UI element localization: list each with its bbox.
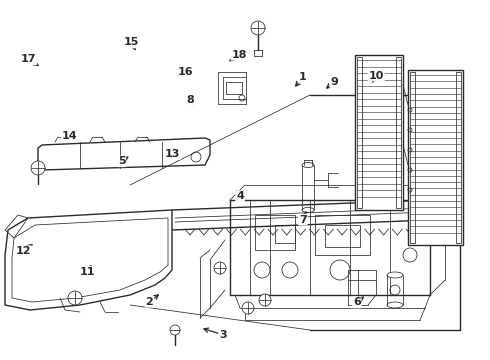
Circle shape (214, 262, 226, 274)
Bar (396, 57, 401, 208)
Text: 14: 14 (62, 131, 77, 141)
Circle shape (251, 21, 265, 35)
Circle shape (31, 161, 45, 175)
Bar (226, 82, 242, 94)
Polygon shape (38, 138, 210, 170)
Circle shape (170, 325, 180, 335)
Bar (408, 70, 463, 245)
Bar (410, 72, 415, 243)
Text: 7: 7 (299, 215, 307, 225)
Text: 1: 1 (299, 72, 307, 82)
Text: 11: 11 (79, 267, 95, 277)
Text: 4: 4 (236, 191, 244, 201)
Bar (357, 57, 362, 208)
Text: 10: 10 (368, 71, 384, 81)
Text: 3: 3 (219, 330, 227, 340)
Ellipse shape (387, 272, 403, 278)
Text: 18: 18 (231, 50, 247, 60)
Bar (315, 215, 370, 255)
Circle shape (68, 291, 82, 305)
Text: 2: 2 (146, 297, 153, 307)
Text: 8: 8 (186, 95, 194, 105)
Text: 6: 6 (353, 297, 361, 307)
Text: 5: 5 (118, 156, 125, 166)
Bar (325, 225, 360, 247)
Circle shape (242, 302, 254, 314)
Polygon shape (168, 200, 432, 230)
Text: 13: 13 (165, 149, 180, 159)
Text: 12: 12 (16, 246, 31, 256)
Text: 16: 16 (177, 67, 193, 77)
Text: 17: 17 (21, 54, 36, 64)
Text: 15: 15 (123, 37, 139, 48)
Bar (275, 225, 295, 243)
Bar (456, 72, 461, 243)
Polygon shape (5, 210, 172, 310)
Text: 9: 9 (330, 77, 338, 87)
Bar (355, 55, 403, 210)
Bar (255, 215, 295, 250)
Circle shape (259, 294, 271, 306)
